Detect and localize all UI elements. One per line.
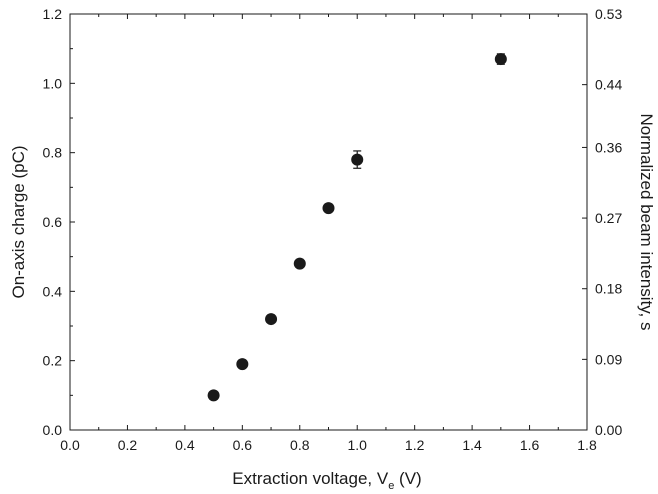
x-tick-label: 0.0: [60, 437, 80, 453]
x-axis-title-main: Extraction voltage, V: [232, 469, 389, 488]
data-point: [265, 313, 278, 326]
y-tick-label-left: 0.4: [43, 283, 63, 299]
y-axis-title-right: Normalized beam intensity, s: [637, 114, 656, 331]
y-tick-label-left: 0.2: [43, 353, 63, 369]
data-point: [236, 358, 249, 371]
x-tick-label: 1.0: [347, 437, 367, 453]
data-point: [322, 202, 335, 215]
x-tick-label: 0.2: [118, 437, 138, 453]
x-tick-label: 0.8: [290, 437, 310, 453]
x-axis-title: Extraction voltage, Ve (V): [232, 469, 421, 492]
y-tick-label-right: 0.36: [595, 139, 622, 155]
data-points: [207, 53, 507, 402]
x-axis-title-unit: (V): [394, 469, 421, 488]
y-tick-label-right: 0.09: [595, 351, 622, 367]
x-tick-label: 1.8: [577, 437, 597, 453]
y-tick-label-left: 0.8: [43, 145, 63, 161]
y-tick-label-left: 0.0: [43, 422, 63, 438]
data-point: [293, 257, 306, 270]
plot-border: [69, 13, 588, 431]
data-point: [207, 389, 220, 402]
data-point: [494, 53, 507, 66]
x-axis-title-subscript: e: [388, 480, 394, 492]
plot-frame: [69, 13, 588, 431]
y-tick-label-right: 0.27: [595, 210, 622, 226]
x-tick-label: 1.2: [405, 437, 425, 453]
x-tick-label: 1.6: [520, 437, 540, 453]
y-tick-label-right: 0.53: [595, 6, 622, 22]
y-axis-title-left: On-axis charge (pC): [9, 145, 28, 298]
y-tick-label-right: 0.44: [595, 77, 622, 93]
y-tick-label-left: 0.6: [43, 214, 63, 230]
y-tick-label-right: 0.00: [595, 422, 622, 438]
y-tick-label-right: 0.18: [595, 281, 622, 297]
x-tick-label: 0.6: [233, 437, 253, 453]
axis-ticks: [69, 13, 588, 431]
y-tick-label-left: 1.0: [43, 75, 63, 91]
x-tick-label: 0.4: [175, 437, 195, 453]
y-tick-label-left: 1.2: [43, 6, 63, 22]
data-point: [351, 153, 364, 166]
tick-labels: 0.0 0.2 0.4 0.6 0.8 1.0 1.2 1.4 1.6 1.8 0.0 0.2 0.4 0…: [43, 6, 623, 453]
x-tick-label: 1.4: [462, 437, 482, 453]
